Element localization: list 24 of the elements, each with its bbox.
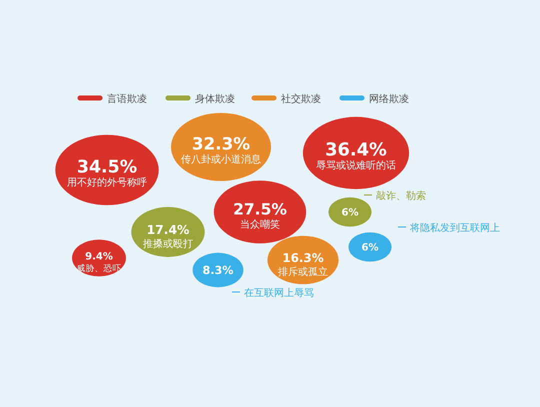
data-label: 34.5% [76,158,138,178]
category-label: 推搡或殴打 [143,238,193,250]
category-label: 辱骂或说难听的话 [316,160,396,172]
legend-label: 网络欺凌 [369,93,409,105]
data-label: 27.5% [233,200,288,218]
legend-label: 言语欺凌 [107,93,147,105]
category-label: 在互联网上辱骂 [244,287,314,299]
category-label: 敲诈、勒索 [376,190,426,202]
data-label: 6% [362,242,378,254]
category-label: 当众嘲笑 [240,218,280,230]
data-label: 16.3% [282,250,324,265]
category-label: 排斥或孤立 [278,266,328,278]
data-label: 17.4% [146,222,190,237]
data-label: 8.3% [202,264,234,277]
category-label: 将隐私发到互联网上 [409,222,500,234]
data-label: 32.3% [192,134,250,154]
data-label: 6% [342,208,358,218]
legend-label: 社交欺凌 [281,93,321,105]
data-label: 36.4% [325,140,388,161]
legend-label: 身体欺凌 [195,93,235,105]
category-label: 威胁、恐吓 [76,263,122,274]
category-label: 传八卦或小道消息 [181,154,261,166]
data-label: 9.4% [85,252,113,262]
category-label: 用不好的外号称呼 [67,176,147,189]
